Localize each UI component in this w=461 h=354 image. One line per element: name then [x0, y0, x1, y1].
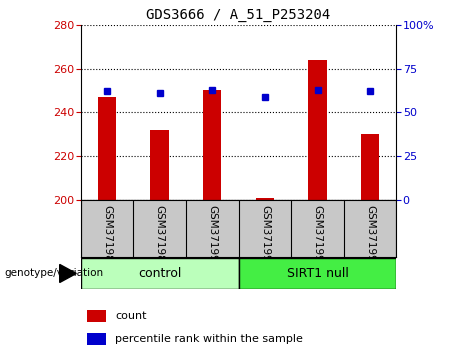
Text: control: control	[138, 267, 181, 280]
Text: count: count	[115, 311, 147, 321]
Bar	[308, 60, 327, 200]
Text: GSM371989: GSM371989	[154, 205, 165, 268]
Text: GSM371990: GSM371990	[207, 205, 217, 268]
Bar	[256, 198, 274, 200]
Bar	[361, 134, 379, 200]
Bar	[98, 97, 116, 200]
Bar	[150, 130, 169, 200]
Text: GSM371991: GSM371991	[260, 205, 270, 268]
Title: GDS3666 / A_51_P253204: GDS3666 / A_51_P253204	[147, 8, 331, 22]
Bar	[81, 258, 239, 289]
Bar	[203, 91, 221, 200]
Polygon shape	[60, 264, 76, 282]
Bar	[87, 310, 106, 322]
Text: SIRT1 null: SIRT1 null	[287, 267, 349, 280]
Text: GSM371992: GSM371992	[313, 205, 323, 268]
Text: GSM371993: GSM371993	[365, 205, 375, 268]
Text: percentile rank within the sample: percentile rank within the sample	[115, 334, 303, 344]
Text: GSM371988: GSM371988	[102, 205, 112, 268]
Bar	[87, 333, 106, 345]
Text: genotype/variation: genotype/variation	[5, 268, 104, 279]
Bar	[239, 258, 396, 289]
